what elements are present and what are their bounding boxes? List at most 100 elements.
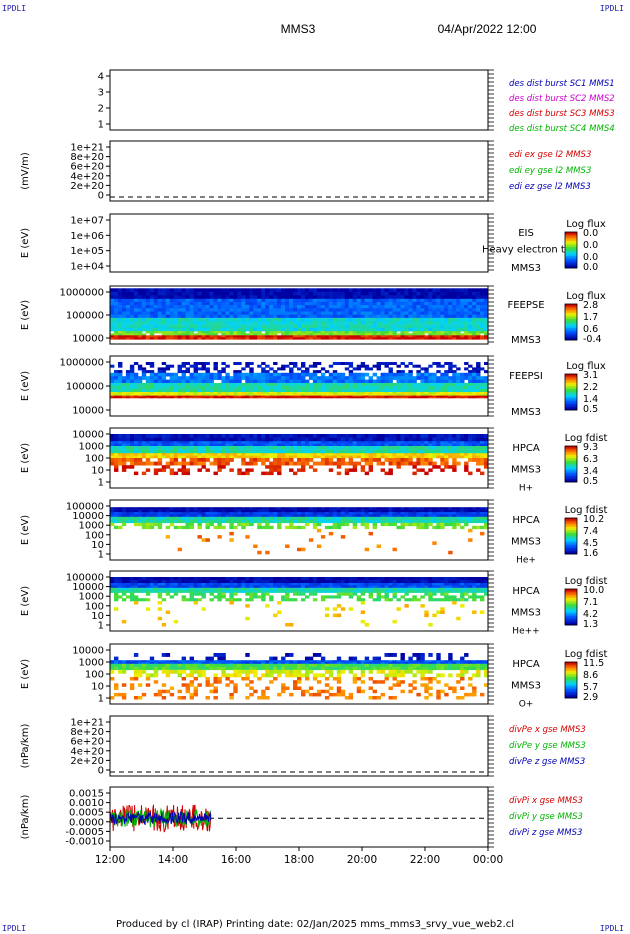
spectrogram-cell	[201, 458, 206, 462]
spectrogram-cell	[189, 376, 194, 380]
spectrogram-cell	[301, 516, 306, 521]
spectrogram-cell	[305, 379, 310, 384]
spectrogram-cell	[133, 453, 139, 456]
spectrogram-cell	[316, 396, 322, 399]
spectrogram-cell	[472, 305, 477, 309]
spectrogram-cell	[289, 507, 294, 510]
spectrogram-cell	[460, 376, 465, 380]
spectrogram-cell	[217, 392, 222, 395]
spectrogram-cell	[229, 449, 234, 454]
spectrogram-cell	[412, 465, 417, 469]
spectrogram-cell	[376, 288, 381, 293]
spectrogram-cell	[348, 291, 354, 296]
spectrogram-cell	[249, 308, 254, 312]
spectrogram-cell	[297, 512, 302, 515]
spectrogram-cell	[197, 321, 202, 325]
spectrogram-cell	[293, 314, 298, 319]
spectrogram-cell	[261, 449, 266, 454]
spectrogram-cell	[213, 396, 218, 399]
spectrogram-cell	[420, 335, 425, 338]
spectrogram-cell	[412, 335, 417, 338]
spectrogram-cell	[328, 434, 334, 438]
spectrogram-cell	[316, 327, 322, 332]
spectrogram-cell	[153, 327, 159, 332]
spectrogram-cell	[328, 291, 334, 296]
spectrogram-cell	[213, 453, 218, 456]
spectrogram-cell	[289, 298, 294, 303]
spectrogram-cell	[468, 441, 473, 444]
spectrogram-cell	[269, 386, 274, 390]
spectrogram-cell	[177, 301, 182, 306]
spectrogram-cell	[324, 383, 330, 387]
spectrogram-cell	[416, 458, 421, 462]
spectrogram-cell	[380, 321, 385, 325]
spectrogram-cell	[133, 295, 139, 300]
spectrogram-cell	[305, 333, 310, 336]
spectrogram-cell	[368, 379, 373, 384]
spectrogram-cell	[312, 333, 318, 336]
spectrogram-cell	[452, 461, 457, 466]
spectrogram-cell	[384, 291, 389, 296]
spectrogram-cell	[129, 441, 135, 444]
spectrogram-cell	[368, 449, 373, 454]
spectrogram-cell	[237, 327, 242, 332]
spectrogram-cell	[480, 324, 485, 329]
spectrogram-cell	[173, 386, 179, 390]
spectrogram-cell	[384, 519, 389, 524]
spectrogram-cell	[129, 392, 135, 395]
spectrogram-cell	[460, 379, 465, 384]
spectrogram-cell	[233, 372, 238, 377]
spectrogram-cell	[181, 441, 186, 444]
spectrogram-cell	[444, 461, 449, 466]
spectrogram-cell	[352, 333, 358, 336]
spectrogram-cell	[464, 317, 469, 322]
spectrogram-cell	[360, 507, 366, 510]
colorbar-frame	[564, 445, 578, 483]
spectrogram-cell	[185, 298, 190, 303]
spectrogram-cell	[348, 514, 354, 518]
colorbar-step	[565, 250, 577, 252]
spectrogram-cell	[404, 516, 409, 521]
spectrogram-cell	[356, 389, 362, 393]
spectrogram-cell	[316, 507, 322, 510]
spectrogram-cell	[213, 509, 218, 513]
spectrogram-cell	[305, 337, 310, 340]
spectrogram-cell	[468, 389, 473, 393]
spectrogram-cell	[193, 386, 198, 390]
spectrogram-cell	[261, 314, 266, 319]
spectrogram-cell	[161, 301, 167, 306]
spectrogram-cell	[173, 379, 179, 384]
spectrogram-cell	[225, 301, 230, 306]
spectrogram-cell	[177, 577, 182, 581]
spectrogram-cell	[388, 522, 393, 527]
spectrogram-cell	[121, 449, 127, 454]
spectrogram-cell	[416, 331, 421, 334]
spectrogram-cell	[316, 395, 322, 398]
spectrogram-cell	[205, 383, 210, 387]
spectrogram-cell	[265, 337, 270, 340]
spectrogram-cell	[456, 434, 461, 438]
spectrogram-cell	[424, 331, 429, 334]
spectrogram-cell	[380, 383, 385, 387]
spectrogram-cell	[273, 291, 278, 296]
spectrogram-cell	[217, 437, 222, 442]
spectrogram-cell	[412, 314, 417, 319]
spectrogram-cell	[364, 333, 370, 336]
spectrogram-cell	[484, 311, 489, 315]
spectrogram-cell	[177, 449, 182, 454]
spectrogram-cell	[133, 333, 139, 336]
spectrogram-cell	[305, 522, 310, 527]
spectrogram-cell	[460, 395, 465, 398]
spectrogram-cell	[388, 317, 393, 322]
spectrogram-cell	[285, 301, 290, 306]
spectrogram-cell	[129, 512, 135, 515]
spectrogram-cell	[324, 379, 330, 384]
spectrogram-cell	[408, 522, 413, 527]
spectrogram-cell	[193, 327, 198, 332]
spectrogram-cell	[197, 522, 202, 527]
spectrogram-cell	[448, 516, 453, 521]
spectrogram-cell	[273, 395, 278, 398]
spectrogram-cell	[348, 298, 354, 303]
spectrogram-cell	[285, 288, 290, 293]
spectrogram-cell	[157, 443, 163, 447]
